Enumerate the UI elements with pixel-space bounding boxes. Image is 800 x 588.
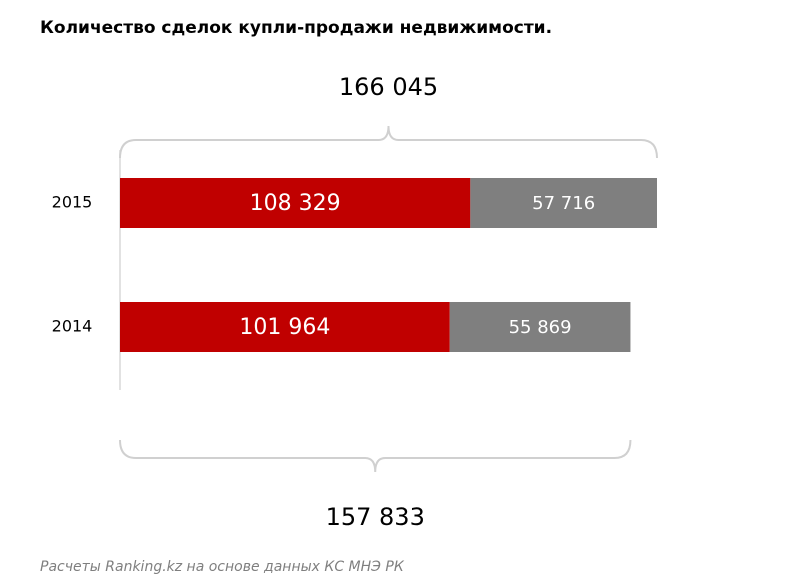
bar-segment (449, 302, 631, 352)
bar-segment (120, 302, 450, 352)
value-label: 55 869 (509, 317, 572, 338)
value-label: 101 964 (239, 315, 330, 340)
bar-segment (120, 178, 471, 228)
category-label: 2014 (52, 317, 93, 336)
source-note: Расчеты Ranking.kz на основе данных КС М… (40, 559, 405, 575)
total-brace (119, 125, 658, 159)
chart-title: Количество сделок купли-продажи недвижим… (40, 18, 552, 38)
total-brace (119, 439, 632, 473)
category-label: 2015 (52, 193, 93, 212)
bar-segment (470, 178, 657, 228)
total-label: 166 045 (339, 73, 438, 101)
value-label: 57 716 (532, 193, 595, 214)
value-label: 108 329 (250, 191, 341, 216)
total-label: 157 833 (326, 503, 425, 531)
